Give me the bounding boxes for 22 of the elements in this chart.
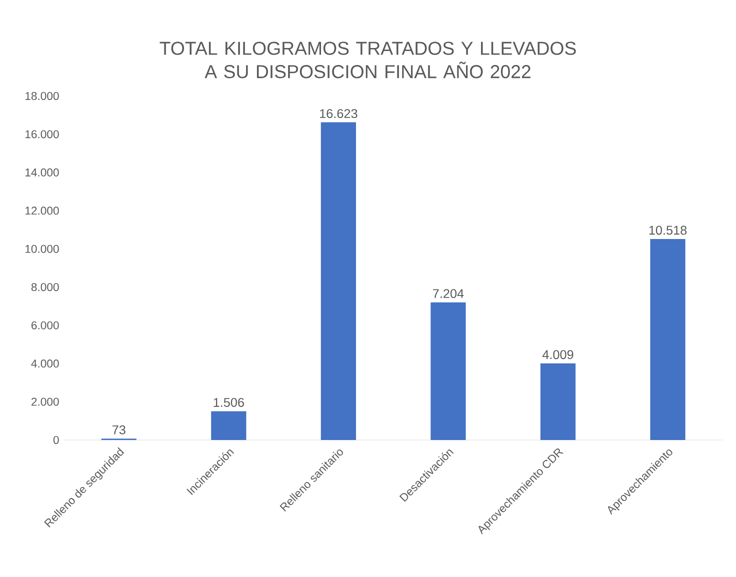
y-tick-label: 16.000 [25, 130, 59, 138]
y-tick-label: 8.000 [31, 282, 59, 291]
data-label: 73 [112, 425, 126, 434]
bar [320, 122, 356, 440]
data-label: 7.204 [433, 288, 464, 298]
chart-title: TOTAL KILOGRAMOS TRATADOS Y LLEVADOS A SU DISPOSICION FINAL AÑO 2022 [160, 42, 576, 78]
y-tick-label: 2.000 [32, 398, 59, 406]
y-tick-label: 6.000 [32, 321, 59, 330]
y-tick-label: 0 [53, 436, 59, 444]
y-tick-label: 18.000 [25, 92, 59, 100]
bar [211, 411, 246, 440]
bar [430, 302, 466, 440]
y-tick-label: 10.000 [25, 244, 59, 253]
data-label: 10.518 [649, 226, 687, 235]
y-tick-label: 4.000 [31, 359, 59, 368]
y-tick-label: 14.000 [25, 168, 59, 176]
data-label: 1.506 [214, 398, 244, 407]
data-label: 16.623 [320, 108, 358, 118]
bar [650, 238, 686, 440]
y-tick-label: 12.000 [25, 206, 59, 215]
data-label: 4.009 [542, 350, 574, 359]
bar [540, 363, 576, 440]
